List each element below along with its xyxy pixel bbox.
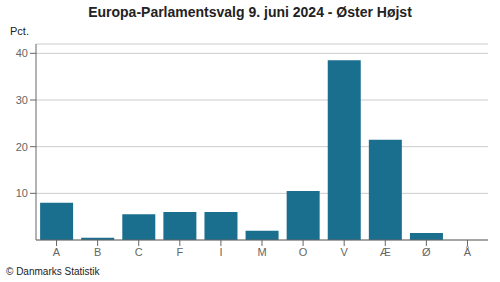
svg-text:F: F bbox=[176, 246, 183, 258]
svg-text:A: A bbox=[53, 246, 61, 258]
svg-text:10: 10 bbox=[16, 187, 28, 199]
svg-text:20: 20 bbox=[16, 141, 28, 153]
html-text:Europa-Parlamentsvalg 9. juni: Europa-Parlamentsvalg 9. juni 2024 - Øst… bbox=[88, 4, 412, 20]
svg-text:O: O bbox=[299, 246, 308, 258]
svg-text:C: C bbox=[135, 246, 143, 258]
html-text:Pct.: Pct. bbox=[10, 25, 29, 37]
svg-text:40: 40 bbox=[16, 47, 28, 59]
svg-text:V: V bbox=[341, 246, 349, 258]
svg-text:B: B bbox=[94, 246, 101, 258]
svg-text:Å: Å bbox=[464, 246, 472, 258]
svg-text:30: 30 bbox=[16, 94, 28, 106]
svg-text:Æ: Æ bbox=[380, 246, 391, 258]
svg-text:I: I bbox=[219, 246, 222, 258]
svg-text:M: M bbox=[257, 246, 266, 258]
svg-text:Ø: Ø bbox=[422, 246, 431, 258]
html-text:© Danmarks Statistik: © Danmarks Statistik bbox=[6, 266, 100, 277]
